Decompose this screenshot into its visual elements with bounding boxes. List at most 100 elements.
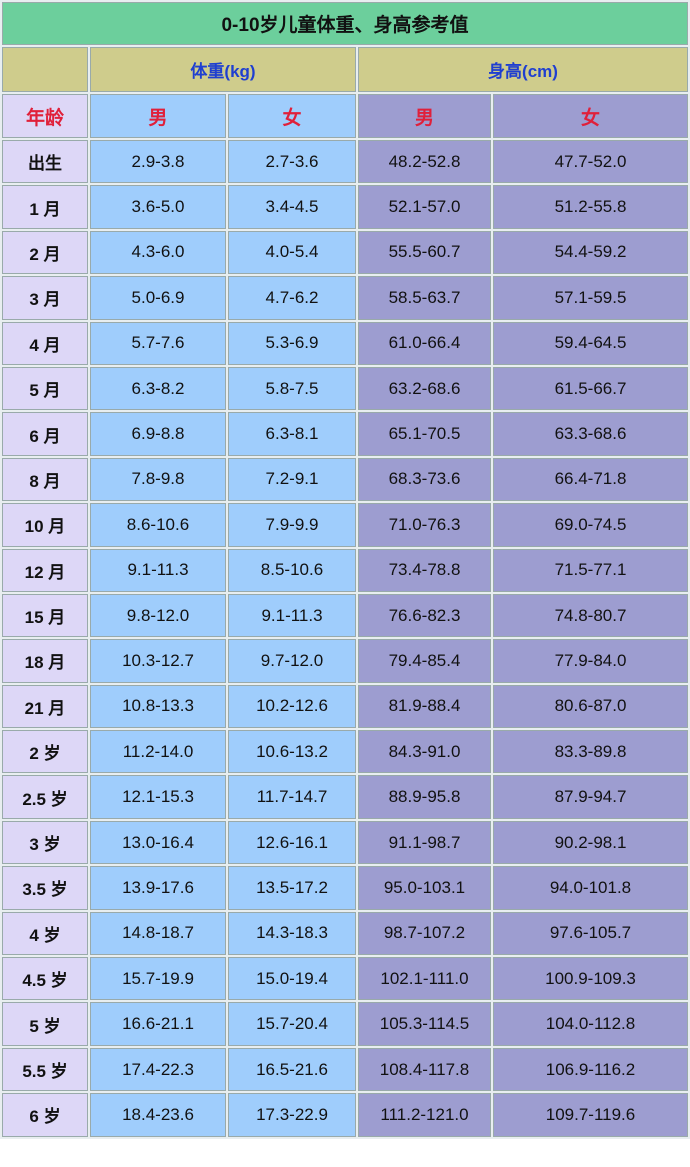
age-cell: 18 月 — [2, 639, 88, 683]
age-cell: 3 月 — [2, 276, 88, 320]
height-male-cell: 71.0-76.3 — [358, 503, 491, 547]
height-male-cell: 81.9-88.4 — [358, 684, 491, 729]
age-cell: 3.5 岁 — [2, 866, 88, 910]
height-female-cell: 47.7-52.0 — [493, 140, 688, 184]
weight-male-cell: 15.7-19.9 — [90, 957, 226, 1001]
weight-male-cell: 3.6-5.0 — [90, 185, 226, 229]
height-female-cell: 97.6-105.7 — [493, 911, 688, 956]
table-row: 18 月 10.3-12.7 9.7-12.0 79.4-85.4 77.9-84.0 — [2, 639, 688, 683]
weight-male-cell: 9.1-11.3 — [90, 548, 226, 592]
weight-male-cell: 5.0-6.9 — [90, 276, 226, 320]
weight-female-cell: 15.0-19.4 — [228, 957, 356, 1001]
table-row: 3.5 岁 13.9-17.6 13.5-17.2 95.0-103.1 94.0-10… — [2, 866, 688, 910]
weight-male-cell: 13.0-16.4 — [90, 820, 226, 865]
height-male-cell: 65.1-70.5 — [358, 412, 491, 456]
height-male-cell: 58.5-63.7 — [358, 276, 491, 320]
weight-male-cell: 6.3-8.2 — [90, 366, 226, 411]
height-male-cell: 102.1-111.0 — [358, 957, 491, 1001]
table-row: 5 岁 16.6-21.1 15.7-20.4 105.3-114.5 104.0-11… — [2, 1002, 688, 1046]
height-female-cell: 77.9-84.0 — [493, 639, 688, 683]
weight-female-cell: 11.7-14.7 — [228, 775, 356, 819]
table-row: 15 月 9.8-12.0 9.1-11.3 76.6-82.3 74.8-80.7 — [2, 593, 688, 638]
age-cell: 4 月 — [2, 321, 88, 365]
age-cell: 12 月 — [2, 548, 88, 592]
table-row: 4 月 5.7-7.6 5.3-6.9 61.0-66.4 59.4-64.5 — [2, 321, 688, 365]
table-row: 4 岁 14.8-18.7 14.3-18.3 98.7-107.2 97.6-105.… — [2, 911, 688, 956]
table-row: 6 岁 18.4-23.6 17.3-22.9 111.2-121.0 109.7-11… — [2, 1093, 688, 1137]
weight-male-cell: 11.2-14.0 — [90, 730, 226, 774]
weight-female-cell: 4.0-5.4 — [228, 230, 356, 275]
height-female-cell: 74.8-80.7 — [493, 593, 688, 638]
table-title: 0-10岁儿童体重、身高参考值 — [2, 2, 688, 45]
weight-male-cell: 12.1-15.3 — [90, 775, 226, 819]
age-cell: 5.5 岁 — [2, 1047, 88, 1092]
weight-male-cell: 4.3-6.0 — [90, 230, 226, 275]
table-row: 12 月 9.1-11.3 8.5-10.6 73.4-78.8 71.5-77.1 — [2, 548, 688, 592]
weight-female-cell: 6.3-8.1 — [228, 412, 356, 456]
age-cell: 6 月 — [2, 412, 88, 456]
height-male-cell: 68.3-73.6 — [358, 457, 491, 502]
height-female-cell: 90.2-98.1 — [493, 820, 688, 865]
height-male-cell: 63.2-68.6 — [358, 366, 491, 411]
height-male-cell: 73.4-78.8 — [358, 548, 491, 592]
height-male-cell: 91.1-98.7 — [358, 820, 491, 865]
height-female-cell: 106.9-116.2 — [493, 1047, 688, 1092]
weight-female-cell: 12.6-16.1 — [228, 820, 356, 865]
age-cell: 2 月 — [2, 230, 88, 275]
age-cell: 10 月 — [2, 503, 88, 547]
height-male-cell: 84.3-91.0 — [358, 730, 491, 774]
weight-female-cell: 2.7-3.6 — [228, 140, 356, 184]
height-female-cell: 100.9-109.3 — [493, 957, 688, 1001]
weight-male-cell: 10.3-12.7 — [90, 639, 226, 683]
table-row: 2.5 岁 12.1-15.3 11.7-14.7 88.9-95.8 87.9-94.… — [2, 775, 688, 819]
table-row: 2 月 4.3-6.0 4.0-5.4 55.5-60.7 54.4-59.2 — [2, 230, 688, 275]
weight-female-cell: 15.7-20.4 — [228, 1002, 356, 1046]
age-cell: 2.5 岁 — [2, 775, 88, 819]
weight-female-cell: 5.3-6.9 — [228, 321, 356, 365]
height-female-cell: 87.9-94.7 — [493, 775, 688, 819]
table-row: 8 月 7.8-9.8 7.2-9.1 68.3-73.6 66.4-71.8 — [2, 457, 688, 502]
weight-female-cell: 10.6-13.2 — [228, 730, 356, 774]
sub-header-row: 年龄 男 女 男 女 — [2, 94, 688, 138]
age-cell: 4.5 岁 — [2, 957, 88, 1001]
height-female-cell: 94.0-101.8 — [493, 866, 688, 910]
weight-male-cell: 18.4-23.6 — [90, 1093, 226, 1137]
height-male-cell: 48.2-52.8 — [358, 140, 491, 184]
table-row: 6 月 6.9-8.8 6.3-8.1 65.1-70.5 63.3-68.6 — [2, 412, 688, 456]
age-cell: 15 月 — [2, 593, 88, 638]
age-header: 年龄 — [2, 94, 88, 138]
height-male-cell: 55.5-60.7 — [358, 230, 491, 275]
table-row: 出生 2.9-3.8 2.7-3.6 48.2-52.8 47.7-52.0 — [2, 140, 688, 184]
height-male-cell: 76.6-82.3 — [358, 593, 491, 638]
age-cell: 5 岁 — [2, 1002, 88, 1046]
age-cell: 4 岁 — [2, 911, 88, 956]
table-row: 5.5 岁 17.4-22.3 16.5-21.6 108.4-117.8 106.9-… — [2, 1047, 688, 1092]
weight-male-cell: 17.4-22.3 — [90, 1047, 226, 1092]
weight-male-cell: 8.6-10.6 — [90, 503, 226, 547]
weight-female-cell: 14.3-18.3 — [228, 911, 356, 956]
age-cell: 5 月 — [2, 366, 88, 411]
empty-header-cell — [2, 47, 88, 92]
height-female-cell: 61.5-66.7 — [493, 366, 688, 411]
table-row: 3 月 5.0-6.9 4.7-6.2 58.5-63.7 57.1-59.5 — [2, 276, 688, 320]
weight-male-cell: 16.6-21.1 — [90, 1002, 226, 1046]
height-male-header: 男 — [358, 94, 491, 138]
weight-female-cell: 7.9-9.9 — [228, 503, 356, 547]
height-female-cell: 83.3-89.8 — [493, 730, 688, 774]
height-male-cell: 88.9-95.8 — [358, 775, 491, 819]
weight-female-cell: 13.5-17.2 — [228, 866, 356, 910]
weight-female-cell: 7.2-9.1 — [228, 457, 356, 502]
age-cell: 出生 — [2, 140, 88, 184]
table-row: 3 岁 13.0-16.4 12.6-16.1 91.1-98.7 90.2-98.1 — [2, 820, 688, 865]
table-row: 1 月 3.6-5.0 3.4-4.5 52.1-57.0 51.2-55.8 — [2, 185, 688, 229]
height-female-cell: 66.4-71.8 — [493, 457, 688, 502]
table-row: 2 岁 11.2-14.0 10.6-13.2 84.3-91.0 83.3-89.8 — [2, 730, 688, 774]
weight-male-header: 男 — [90, 94, 226, 138]
weight-female-header: 女 — [228, 94, 356, 138]
growth-reference-table: 0-10岁儿童体重、身高参考值 体重(kg) 身高(cm) 年龄 男 女 男 女… — [0, 0, 690, 1139]
weight-female-cell: 10.2-12.6 — [228, 684, 356, 729]
height-female-cell: 109.7-119.6 — [493, 1093, 688, 1137]
weight-male-cell: 9.8-12.0 — [90, 593, 226, 638]
height-female-cell: 59.4-64.5 — [493, 321, 688, 365]
weight-female-cell: 9.7-12.0 — [228, 639, 356, 683]
